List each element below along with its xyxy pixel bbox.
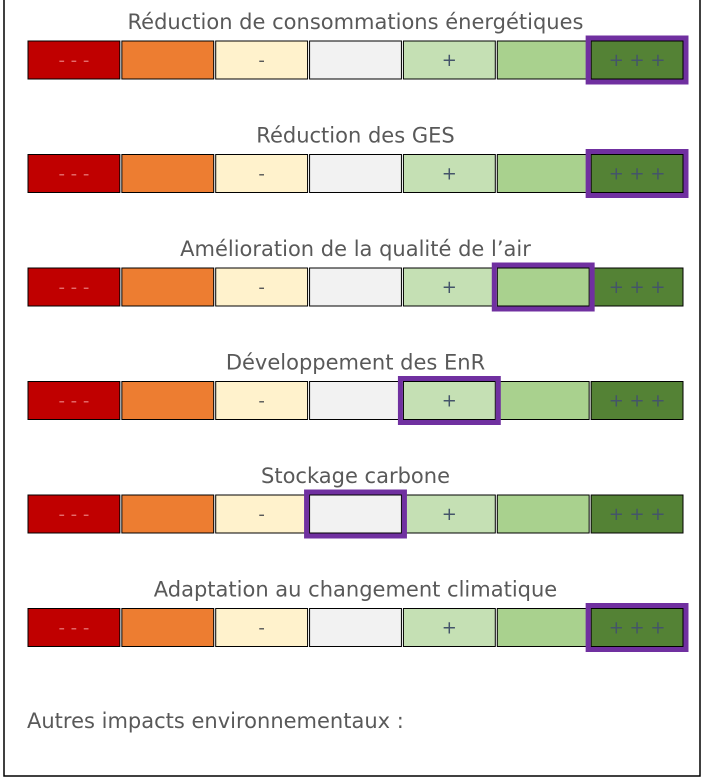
cell-label: + <box>442 50 457 71</box>
scale-cell <box>496 608 590 647</box>
frame <box>3 0 701 777</box>
scale-cell <box>590 608 684 647</box>
cell-label: + <box>442 164 457 185</box>
cell-label: + + + <box>609 391 666 412</box>
cell-label: - - - <box>58 277 89 298</box>
cell-label: + + + <box>609 618 666 639</box>
cell-label: + + + <box>609 277 666 298</box>
scale-cell <box>27 608 121 647</box>
scale-cell <box>121 40 215 80</box>
scale-cell <box>309 494 402 534</box>
cell-label: - <box>258 618 265 639</box>
scale-cell <box>27 494 121 534</box>
scale-cell <box>309 381 402 420</box>
cell-label: - <box>258 504 265 525</box>
cell-label: + <box>442 618 457 639</box>
scale-cell <box>215 381 309 420</box>
cell-label: - <box>258 164 265 185</box>
scale-title: Développement des EnR <box>226 351 485 375</box>
scale-cell <box>496 267 590 307</box>
scale-cell <box>496 381 590 420</box>
scale-cell <box>215 40 309 80</box>
scale-cell <box>215 154 309 193</box>
cell-label: + + + <box>609 504 666 525</box>
scale-cell <box>309 267 402 307</box>
selection-box <box>491 262 595 312</box>
scale-title: Amélioration de la qualité de l’air <box>180 237 531 261</box>
selection-box <box>397 376 501 425</box>
scale-cell <box>590 154 684 193</box>
scale-cell <box>309 154 402 193</box>
scale-title: Stockage carbone <box>261 464 450 488</box>
scale-cell <box>309 40 402 80</box>
scale-cell <box>402 381 496 420</box>
cell-label: - - - <box>58 391 89 412</box>
cell-label: + <box>442 277 457 298</box>
selection-box <box>585 149 689 198</box>
scale-title: Réduction des GES <box>256 124 454 148</box>
scale-cell <box>402 154 496 193</box>
scale-cell <box>590 40 684 80</box>
scale-cell <box>215 608 309 647</box>
scale-cell <box>121 267 215 307</box>
selection-box <box>585 35 689 85</box>
cell-label: - - - <box>58 50 89 71</box>
scale-cell <box>309 608 402 647</box>
cell-label: - - - <box>58 504 89 525</box>
scale-cell <box>496 494 590 534</box>
cell-label: - <box>258 391 265 412</box>
scale-cell <box>590 494 684 534</box>
scale-cell <box>215 267 309 307</box>
selection-box <box>585 603 689 652</box>
scale-cell <box>496 40 590 80</box>
scale-cell <box>27 267 121 307</box>
cell-label: + + + <box>609 50 666 71</box>
scale-cell <box>121 154 215 193</box>
scale-cell <box>402 608 496 647</box>
scale-cell <box>590 267 684 307</box>
scale-cell <box>121 494 215 534</box>
cell-label: + + + <box>609 164 666 185</box>
footer-label: Autres impacts environnementaux : <box>27 709 404 733</box>
scale-cell <box>27 154 121 193</box>
scale-cell <box>496 154 590 193</box>
scale-cell <box>121 608 215 647</box>
cell-label: - <box>258 277 265 298</box>
scale-title: Réduction de consommations énergétiques <box>128 10 584 34</box>
scale-cell <box>121 381 215 420</box>
cell-label: + <box>442 391 457 412</box>
cell-label: + <box>442 504 457 525</box>
cell-label: - - - <box>58 618 89 639</box>
scale-cell <box>402 40 496 80</box>
scale-cell <box>27 40 121 80</box>
scale-cell <box>590 381 684 420</box>
scale-cell <box>27 381 121 420</box>
selection-box <box>304 489 407 539</box>
cell-label: - - - <box>58 164 89 185</box>
cell-label: - <box>258 50 265 71</box>
scale-title: Adaptation au changement climatique <box>154 578 557 602</box>
